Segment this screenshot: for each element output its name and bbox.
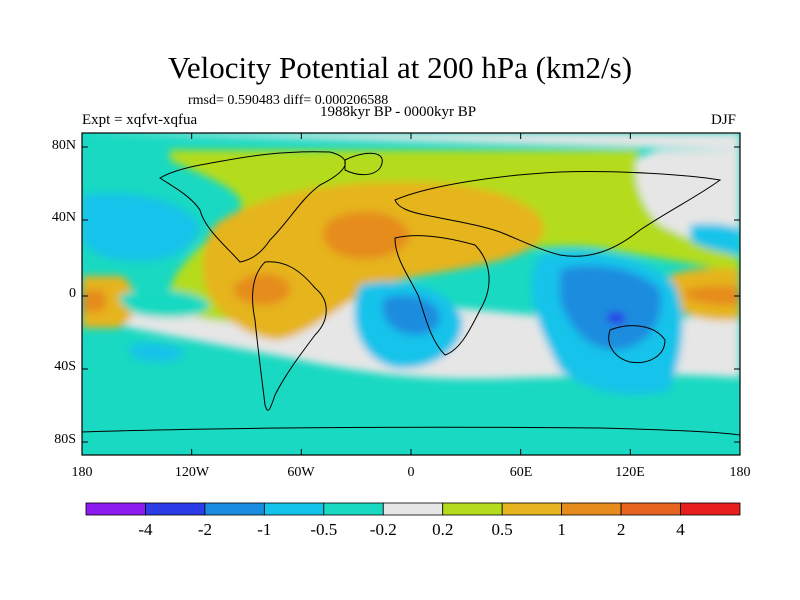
period-label: 1988kyr BP - 0000kyr BP [320,104,477,120]
colorbar-label: -0.2 [369,520,397,539]
colorbar-swatch [145,502,206,516]
lat-tickmarks [82,146,740,443]
south-america-core [233,273,291,306]
colorbar-label: 4 [676,520,685,539]
colorbar-swatch [263,502,325,516]
colorbar-swatch [204,502,265,516]
antarctica-outline [82,426,740,436]
colorbar-label: 2 [616,520,626,539]
south-atlantic-core [382,295,440,335]
lat-tick-label: 40N [51,210,76,225]
colorbar-label: 0.5 [491,520,513,539]
season-label: DJF [711,112,737,128]
lat-tick-label: 0 [69,286,76,301]
east-edge-core [685,286,740,306]
lon-tick-label: 0 [407,465,415,480]
colorbar-label: -2 [197,520,212,539]
pacific-teal-patch [119,289,210,318]
colorbar-label: -0.5 [310,520,338,539]
north-pacific-neutral [82,133,740,255]
colorbar-swatch [620,502,681,516]
south-america-outline [252,261,327,411]
colorbar-label: 1 [557,520,566,539]
coastlines [82,151,740,436]
colorbar-label: -1 [257,520,272,539]
atlantic-core [323,211,410,259]
map-title: Velocity Potential at 200 hPa (km2/s) [167,50,633,85]
lon-tick-label: 60W [287,465,315,480]
north-america-outline [159,151,346,263]
north-pacific-negative [82,193,200,262]
colorbar-swatch [382,502,444,516]
lon-tick-label: 180 [71,465,93,480]
greenland-outline [344,152,383,176]
maritime-continent-core [560,265,661,351]
maritime-continent-minimum [606,311,626,325]
south-pacific-negative [129,342,185,362]
rmsd-diff-label: rmsd= 0.590483 diff= 0.000206588 [188,93,389,108]
lat-tick-label: 80N [51,138,76,153]
lon-tick-label: 120E [615,465,645,480]
colorbar-swatch [501,502,563,516]
australia-outline [608,325,666,364]
lat-tick-label: 40S [54,359,76,374]
colorbar-swatch [323,502,384,516]
colorbar-swatch [442,502,503,516]
colorbar [85,502,741,516]
colorbar-label: -4 [138,520,153,539]
colorbar-swatch [85,502,146,516]
contour-field [82,133,740,455]
colorbar-swatch [680,502,741,516]
west-edge-core [82,290,107,312]
ne-pacific-negative [690,223,740,255]
experiment-label: Expt = xqfvt-xqfua [82,112,198,128]
west-edge-positive [82,276,136,328]
africa-outline [394,235,490,356]
lon-tick-label: 60E [509,465,533,480]
eurasia-outline [394,171,722,257]
colorbar-label: 0.2 [432,520,454,539]
colorbar-swatch [561,502,622,516]
lon-tick-label: 180 [729,465,751,480]
lat-tick-label: 80S [54,432,76,447]
lon-tickmarks [81,133,741,455]
lon-tick-label: 120W [174,465,210,480]
